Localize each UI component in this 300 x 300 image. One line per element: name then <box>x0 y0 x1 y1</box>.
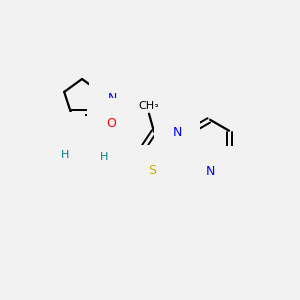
Text: S: S <box>58 130 66 143</box>
Text: H: H <box>61 150 69 160</box>
Text: N: N <box>108 92 118 105</box>
Text: H: H <box>100 152 108 162</box>
Text: CH₃: CH₃ <box>139 101 159 111</box>
Text: C: C <box>109 106 118 119</box>
Text: O: O <box>106 117 116 130</box>
Text: N: N <box>53 138 63 151</box>
Text: S: S <box>148 164 156 177</box>
Text: N: N <box>99 138 109 151</box>
Text: N: N <box>172 126 182 139</box>
Text: N: N <box>205 165 215 178</box>
